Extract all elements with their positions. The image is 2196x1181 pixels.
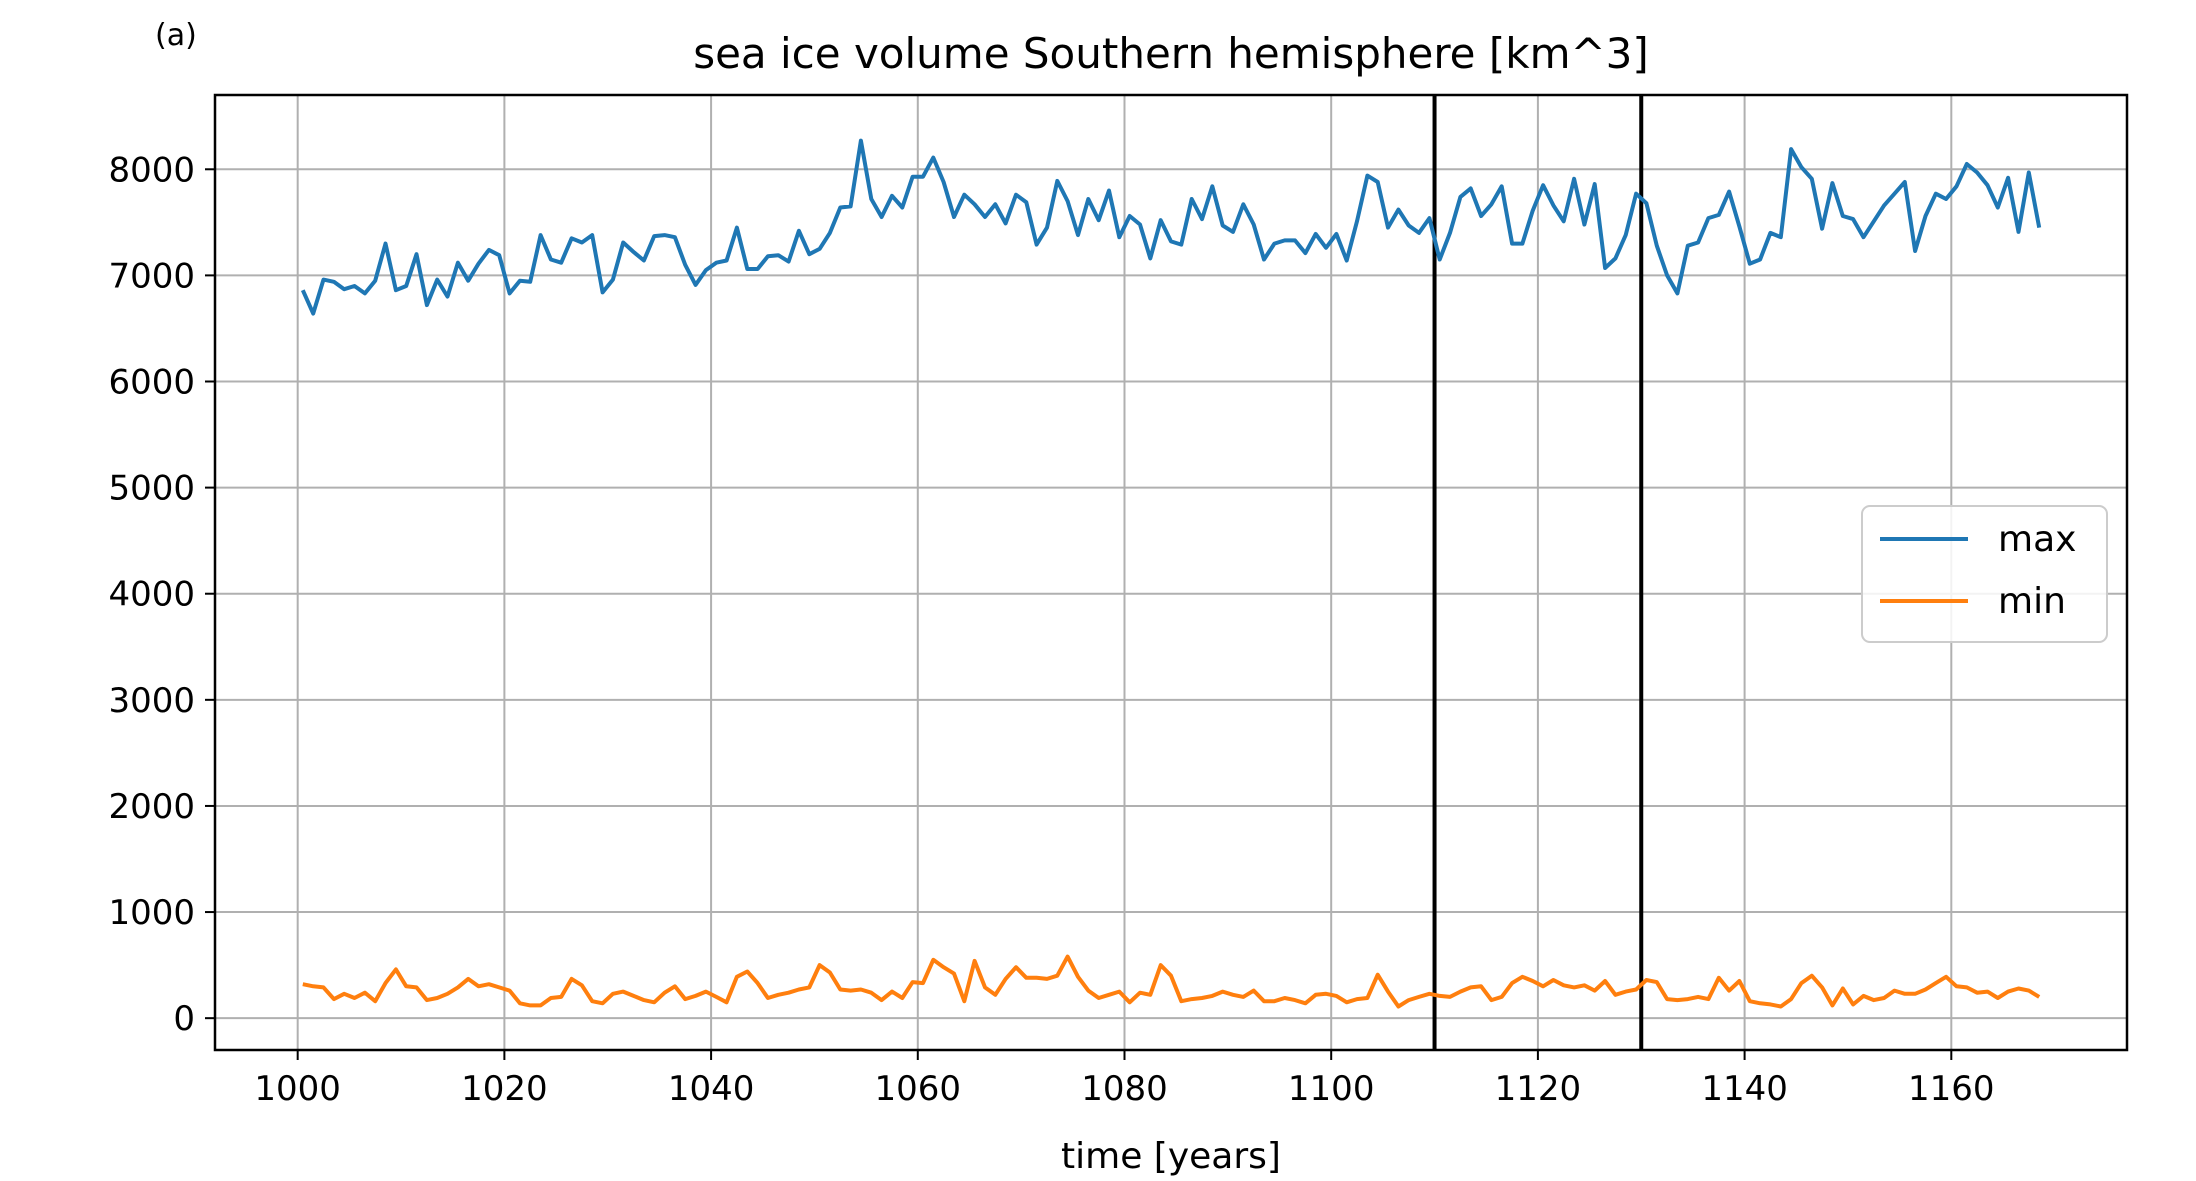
x-tick-label: 1040 (668, 1069, 755, 1109)
legend-label-min: min (1998, 581, 2066, 622)
plot-frame (213, 93, 2129, 1052)
x-tick-label: 1160 (1908, 1069, 1995, 1109)
x-tick-label: 1060 (875, 1069, 962, 1109)
y-tick-label: 3000 (108, 681, 195, 721)
y-axis: 0 1000 2000 3000 4000 5000 6000 7000 8000 (108, 150, 215, 1039)
y-tick-label: 8000 (108, 150, 195, 190)
chart-title: sea ice volume Southern hemisphere [km^3… (693, 29, 1649, 78)
series-line-max (300, 138, 2042, 316)
legend: max min (1861, 505, 2108, 643)
x-axis-label: time [years] (1061, 1136, 1281, 1177)
x-tick-label: 1120 (1495, 1069, 1582, 1109)
reference-lines (1432, 95, 1644, 1050)
series-line-min (302, 954, 2041, 1009)
y-tick-label: 1000 (108, 893, 195, 933)
y-tick-label: 2000 (108, 787, 195, 827)
grid (215, 95, 2127, 1050)
legend-label-max: max (1998, 519, 2076, 560)
y-tick-label: 4000 (108, 575, 195, 615)
x-axis: 1000 1020 1040 1060 1080 1100 1120 1140 1160 (254, 1050, 1995, 1109)
x-tick-label: 1140 (1701, 1069, 1788, 1109)
series-group (300, 138, 2042, 1009)
y-tick-label: 5000 (108, 469, 195, 509)
panel-label: (a) (155, 18, 197, 53)
y-tick-label: 0 (173, 999, 195, 1039)
y-tick-label: 6000 (108, 363, 195, 403)
x-tick-label: 1020 (461, 1069, 548, 1109)
x-tick-label: 1100 (1288, 1069, 1375, 1109)
y-tick-label: 7000 (108, 256, 195, 296)
x-tick-label: 1000 (254, 1069, 341, 1109)
x-tick-label: 1080 (1081, 1069, 1168, 1109)
